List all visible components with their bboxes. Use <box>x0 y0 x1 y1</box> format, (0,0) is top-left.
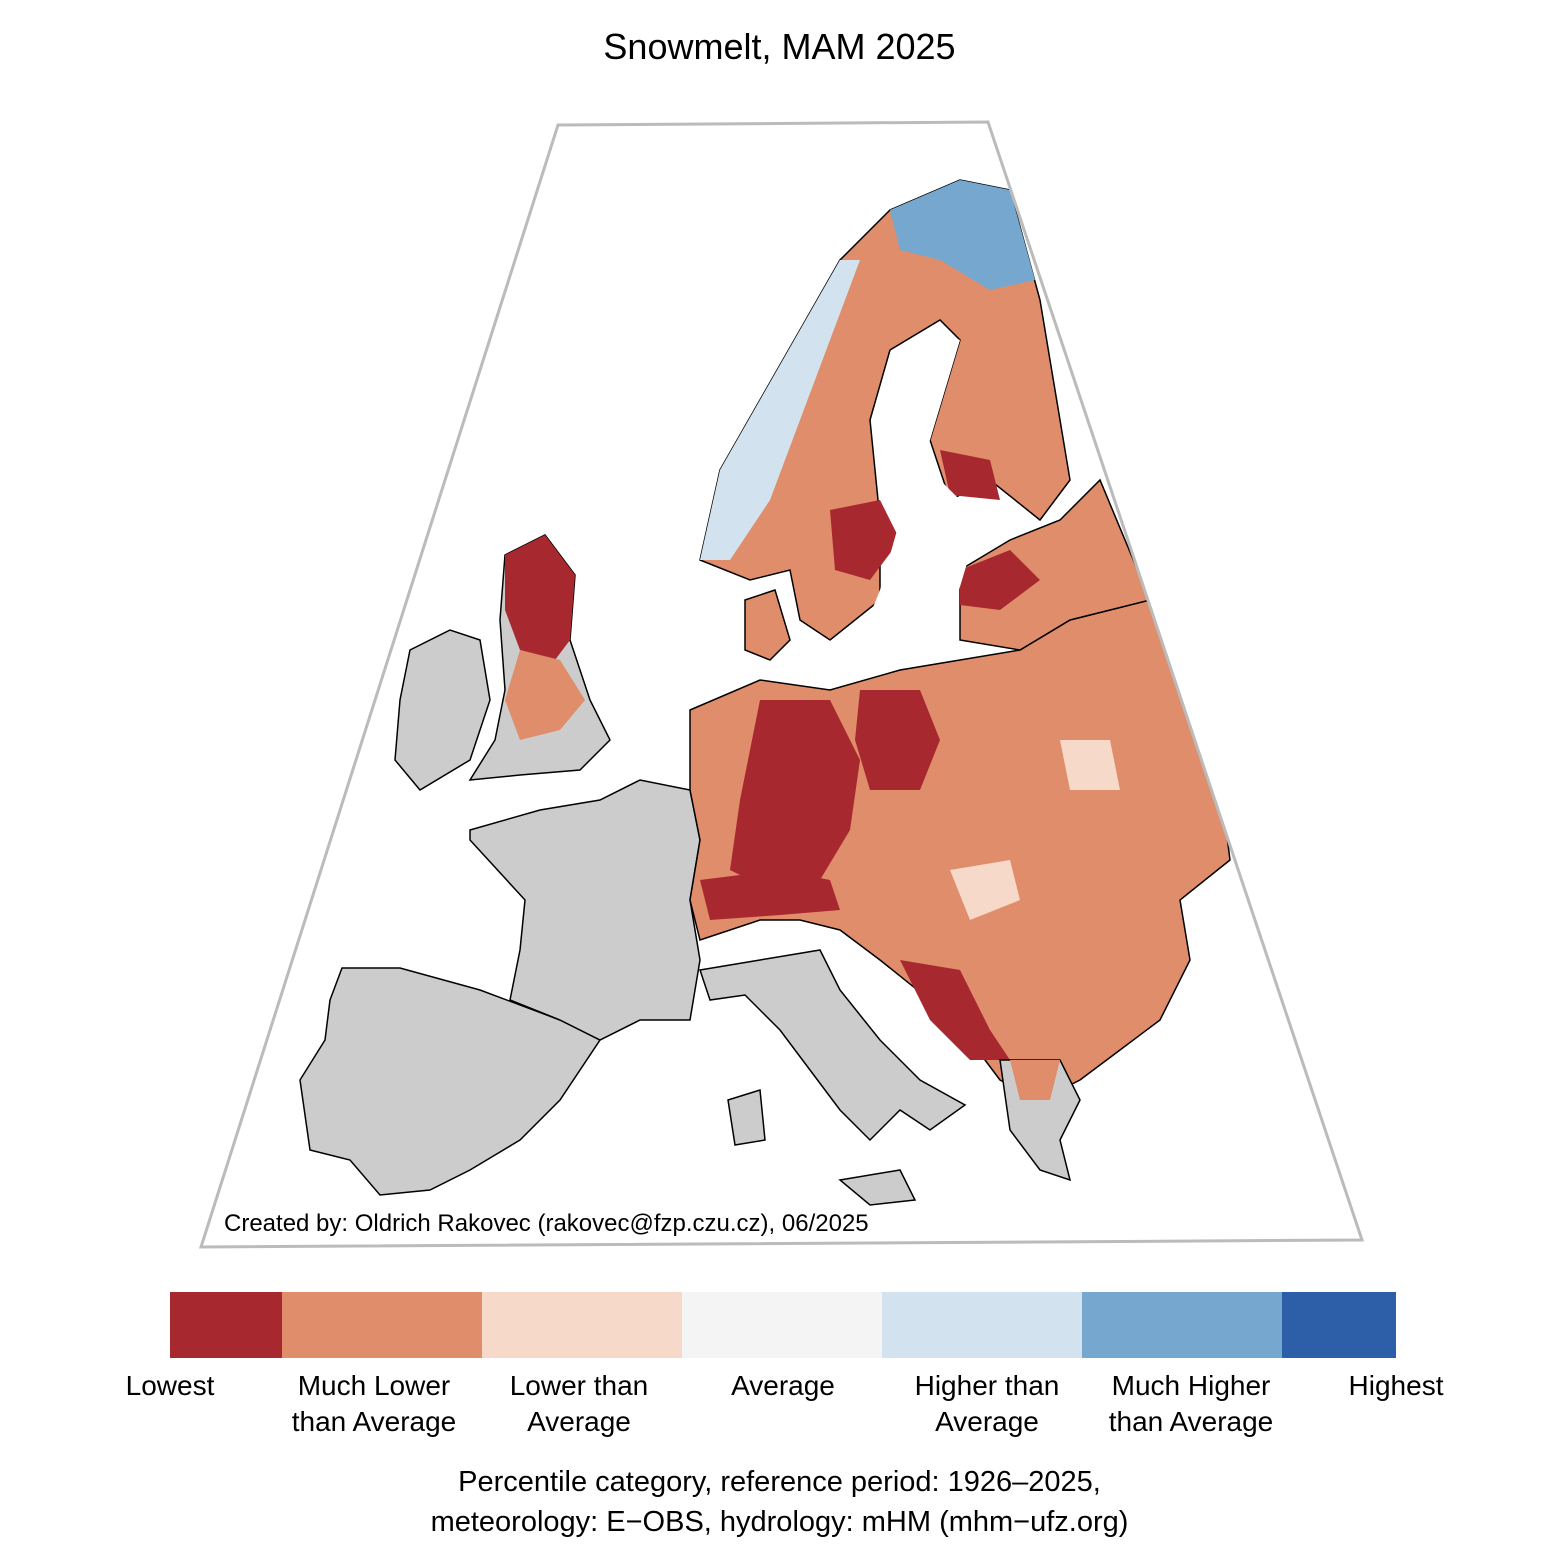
legend-label-much-lower: Much Lower than Average <box>291 1370 457 1437</box>
region-sicily <box>838 1169 917 1206</box>
region-ireland <box>394 629 491 791</box>
legend-label-much-higher: Much Higher than Average <box>1108 1370 1274 1437</box>
caption: Percentile category, reference period: 1… <box>0 1462 1559 1542</box>
region-balkans-lowest <box>900 960 1010 1060</box>
colorbar-higher <box>882 1292 1082 1358</box>
region-alps-lowest <box>700 870 840 920</box>
map-title: Snowmelt, MAM 2025 <box>603 26 956 67</box>
caption-line-2: meteorology: E−OBS, hydrology: mHM (mhm−… <box>430 1506 1129 1538</box>
region-iberia <box>299 967 602 1196</box>
legend-label-lowest: Lowest <box>125 1370 215 1401</box>
region-latvia-lowest <box>960 550 1040 610</box>
colorbar-much-higher <box>1082 1292 1282 1358</box>
region-denmark <box>744 589 791 661</box>
colorbar-lowest <box>170 1292 282 1358</box>
region-finland-lowest <box>940 450 1000 500</box>
region-baltic-sea <box>860 330 980 650</box>
region-ukraine-lighter <box>1060 740 1120 790</box>
region-scotland-anomaly <box>505 535 575 660</box>
caption-line-1: Percentile category, reference period: 1… <box>458 1466 1101 1498</box>
region-germany-lowest <box>730 700 860 890</box>
legend-label-highest: Highest <box>1348 1370 1444 1401</box>
legend-label-average: Average <box>731 1370 835 1401</box>
region-sweden-lowest <box>830 500 900 580</box>
credit-text: Created by: Oldrich Rakovec (rakovec@fzp… <box>224 1210 869 1237</box>
region-sardinia <box>727 1089 766 1146</box>
region-england-anomaly <box>505 650 585 740</box>
legend-label-lower: Lower than Average <box>509 1370 649 1437</box>
region-norway-coast-higher <box>700 260 860 560</box>
region-poland-lowest <box>855 690 940 790</box>
region-greece-anomaly <box>1010 1060 1060 1100</box>
region-lapland-higher <box>890 180 1035 290</box>
region-italy <box>699 949 967 1142</box>
colorbar-highest <box>1282 1292 1396 1358</box>
map-frame <box>198 120 1365 1249</box>
colorbar-lower <box>482 1292 682 1358</box>
region-france <box>469 779 701 1041</box>
colorbar-much-lower <box>282 1292 482 1358</box>
europe-map <box>198 120 1365 1249</box>
legend-colorbar <box>170 1292 1396 1358</box>
legend-label-higher: Higher than Average <box>914 1370 1060 1437</box>
region-hungary-lighter <box>950 860 1020 920</box>
colorbar-average <box>682 1292 882 1358</box>
